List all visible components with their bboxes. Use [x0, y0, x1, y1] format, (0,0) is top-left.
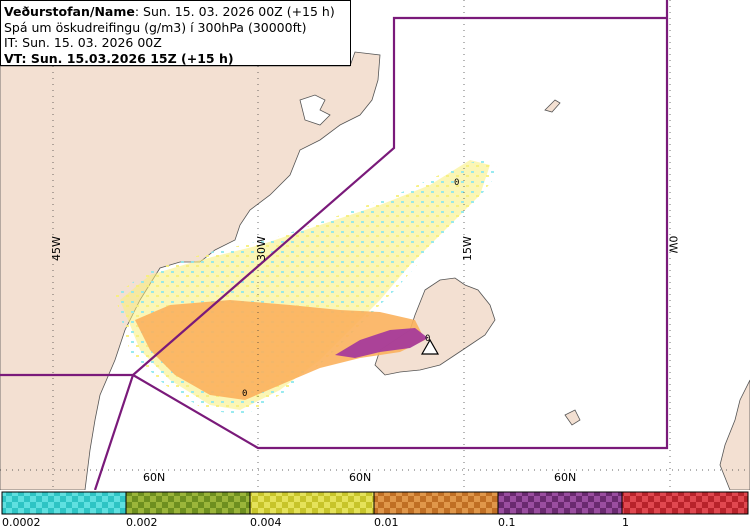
legend-bin-2: [249, 491, 375, 515]
legend-bin-1: [125, 491, 251, 515]
agency-name: Veðurstofan/Name: [4, 4, 135, 19]
greenland-land: [0, 51, 381, 491]
island-small: [544, 99, 561, 113]
lat-label-60n-b: 60N: [349, 471, 372, 484]
volcano-triangle-icon: [420, 338, 440, 355]
ash-plume-orange: [135, 300, 425, 400]
lon-label-15w: 15W: [460, 236, 474, 261]
contour-label: 0: [454, 178, 460, 188]
ash-plume-magenta: [335, 328, 428, 358]
boundary-line-east: [132, 18, 669, 450]
contour-label: 0: [242, 389, 248, 399]
legend-bin-3: [373, 491, 499, 515]
info-line-1: Veðurstofan/Name: Sun. 15. 03. 2026 00Z …: [4, 4, 350, 20]
legend-bin-0: [1, 491, 127, 515]
lat-label-60n-c: 60N: [554, 471, 577, 484]
graticule: [0, 0, 750, 490]
info-line-4: VT: Sun. 15.03.2026 15Z (+15 h): [4, 50, 234, 66]
boundary-line-north: [0, 0, 669, 377]
boundary-line-south: [93, 374, 135, 491]
legend-label-4: 0.1: [498, 516, 516, 529]
lon-label-30w: 30W: [254, 236, 268, 261]
lon-label-45w: 45W: [49, 236, 63, 261]
legend-label-3: 0.01: [374, 516, 399, 529]
contour-label: 0: [425, 334, 431, 344]
greenland-fjord: [299, 94, 331, 126]
issue-time: : Sun. 15. 03. 2026 00Z (+15 h): [134, 4, 335, 19]
legend-bin-5: [621, 491, 749, 515]
legend-colorbar: [0, 490, 750, 516]
legend-label-0: 0.0002: [2, 516, 41, 529]
legend-bin-4: [497, 491, 623, 515]
faroe-islands: [564, 409, 581, 426]
lon-label-0w: 0W: [666, 235, 680, 254]
lat-label-60n-a: 60N: [143, 471, 166, 484]
legend-label-2: 0.004: [250, 516, 282, 529]
info-line-2: Spá um öskudreifingu (g/m3) í 300hPa (30…: [4, 19, 307, 35]
legend-label-1: 0.002: [126, 516, 158, 529]
legend-label-5: 1: [622, 516, 629, 529]
forecast-info-box: Veðurstofan/Name: Sun. 15. 03. 2026 00Z …: [0, 0, 351, 66]
info-line-3: IT: Sun. 15. 03. 2026 00Z: [4, 35, 162, 50]
